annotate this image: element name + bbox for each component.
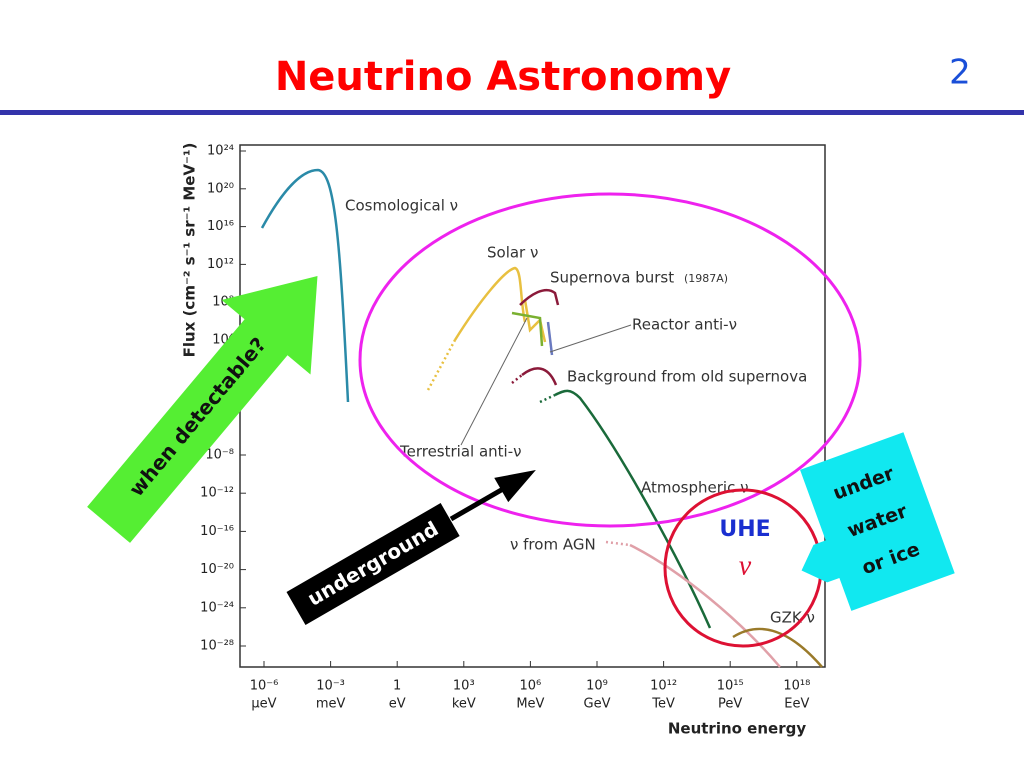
x-tick-unit: GeV [584, 697, 611, 712]
arrow-box [800, 432, 955, 611]
water-arrow: under water or ice [800, 432, 955, 611]
y-tick-label: 10⁻²⁸ [200, 639, 234, 654]
terrestrial-curve [511, 311, 544, 347]
x-tick-label: 10³ [453, 679, 475, 694]
y-tick-label: 10²⁴ [207, 144, 234, 159]
curves [260, 168, 823, 668]
cosmological-curve [260, 168, 350, 403]
y-tick-label: 10¹⁶ [207, 219, 234, 234]
gzk-curve [732, 627, 823, 668]
y-tick-label: 10⁻¹² [200, 486, 234, 501]
x-tick-unit: μeV [251, 697, 276, 712]
x-tick-label: 10¹⁸ [783, 679, 810, 694]
x-tick-unit: MeV [516, 697, 544, 712]
x-tick-label: 10⁹ [586, 679, 608, 694]
underground-arrow: underground [283, 470, 536, 628]
curve-label: Supernova burst [550, 269, 674, 287]
curve-label: ν from AGN [510, 536, 596, 554]
solar-curve [453, 266, 547, 343]
arrow-head [494, 470, 536, 503]
atmospheric-curve-dotted [539, 393, 556, 404]
y-axis-label: Flux (cm⁻² s⁻¹ sr⁻¹ MeV⁻¹) [181, 143, 199, 358]
x-tick-label: 10¹² [650, 679, 677, 694]
curve-label-note: (1987A) [684, 272, 728, 285]
page-number: 2 [949, 53, 971, 93]
x-axis-label: Neutrino energy [668, 720, 806, 738]
arrow-shaft [449, 482, 512, 522]
curve-label: Background from old supernova [567, 368, 807, 386]
x-tick-unit: meV [316, 697, 346, 712]
y-tick-label: 10⁻²⁴ [200, 600, 234, 615]
x-tick-label: 1 [393, 679, 401, 694]
y-tick-label: 10¹² [207, 257, 234, 272]
curve-label: Cosmological ν [345, 197, 458, 215]
x-tick-unit: PeV [718, 697, 742, 712]
x-tick-label: 10⁻³ [316, 679, 345, 694]
x-tick-unit: EeV [784, 697, 809, 712]
agn-curve-dotted [605, 540, 631, 547]
x-tick-label: 10⁻⁶ [250, 679, 279, 694]
y-tick-label: 10⁻⁸ [205, 448, 234, 463]
pointer-lines [460, 317, 632, 446]
curve-label: Reactor anti-ν [632, 316, 737, 334]
x-tick-label: 10¹⁵ [717, 679, 744, 694]
y-tick-label: 10²⁰ [207, 181, 234, 196]
atmospheric-curve [554, 389, 712, 629]
highlight-ellipse [358, 192, 862, 528]
curve-label: Solar ν [487, 244, 538, 262]
curve-label: GZK ν [770, 609, 815, 627]
detectable-arrow: when detectable? [87, 275, 318, 543]
y-tick-label: 10⁻¹⁶ [200, 524, 234, 539]
curve-label: Atmospheric ν [641, 479, 748, 497]
x-tick-unit: keV [452, 697, 476, 712]
reactor-curve [546, 321, 554, 356]
chart: Flux (cm⁻² s⁻¹ sr⁻¹ MeV⁻¹) Neutrino ener… [181, 143, 826, 738]
x-tick-unit: eV [389, 697, 406, 712]
header-rule [0, 110, 1024, 115]
arrow-label: underground [303, 516, 442, 610]
arrow-box [283, 500, 463, 628]
agn-curve [629, 543, 781, 668]
slide-title: Neutrino Astronomy [275, 54, 731, 100]
background-curve-dotted [511, 374, 523, 384]
x-tick-label: 10⁶ [520, 679, 542, 694]
solar-curve-dotted [426, 339, 457, 391]
y-tick-label: 10⁻²⁰ [200, 562, 234, 577]
supernova-curve [519, 288, 560, 306]
arrow-shape [87, 275, 318, 543]
curve-label: Terrestrial anti-ν [399, 443, 522, 461]
background-curve [521, 367, 558, 386]
x-tick-unit: TeV [651, 697, 675, 712]
uhe-symbol: ν [739, 550, 752, 581]
uhe-label: UHE [719, 517, 770, 542]
